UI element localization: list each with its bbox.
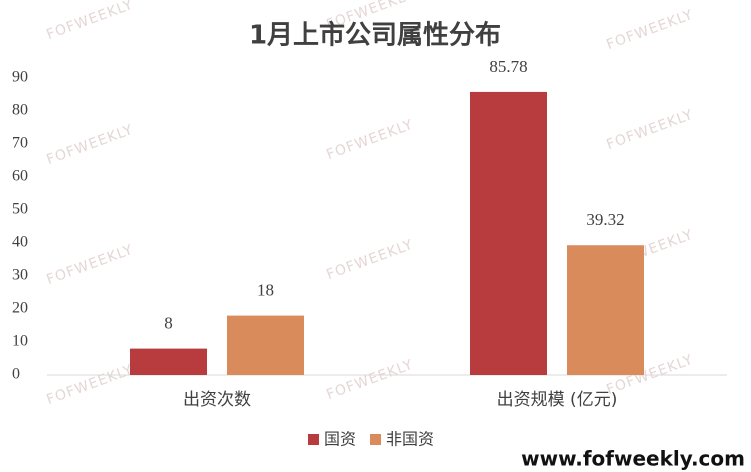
footer-bg (535, 447, 751, 472)
value-label: 85.78 (489, 57, 527, 76)
y-tick-label: 90 (12, 69, 28, 86)
legend-swatch (308, 434, 319, 445)
bar (130, 348, 207, 375)
bar (227, 315, 304, 375)
legend-label: 国资 (324, 430, 356, 449)
y-tick-label: 20 (12, 300, 28, 317)
value-label: 18 (257, 281, 274, 300)
y-tick-label: 30 (12, 267, 28, 284)
y-tick-label: 40 (12, 234, 28, 251)
bar (470, 91, 547, 376)
footer: www.fofweekly.com (521, 447, 745, 471)
value-label: 39.32 (586, 210, 624, 229)
x-tick-label: 出资次数 (183, 390, 251, 410)
y-tick-label: 60 (12, 168, 28, 185)
legend-swatch (370, 434, 382, 445)
y-tick-label: 10 (12, 333, 28, 350)
y-tick-label: 70 (12, 135, 28, 152)
y-tick-label: 0 (12, 366, 20, 383)
chart-title: 1月上市公司属性分布 (249, 20, 501, 51)
legend-label: 非国资 (386, 430, 434, 449)
y-tick-label: 50 (12, 201, 28, 218)
bar (567, 245, 644, 375)
value-label: 8 (164, 314, 173, 333)
x-tick-label: 出资规模 (亿元) (497, 390, 618, 410)
y-tick-label: 80 (12, 102, 28, 119)
